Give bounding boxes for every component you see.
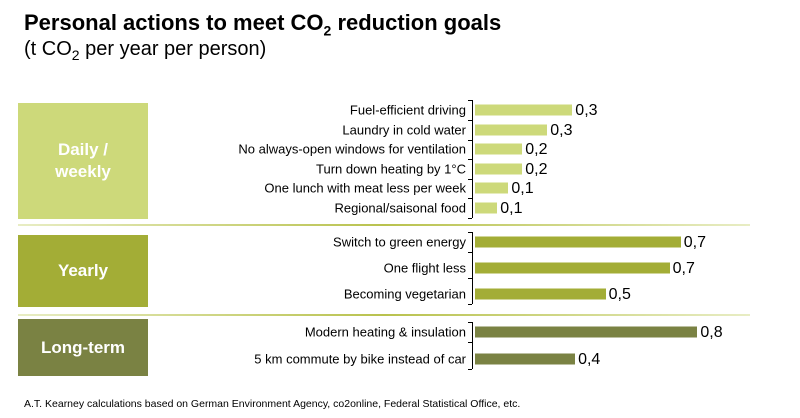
chart-subtitle: (t CO2 per year per person)	[24, 38, 267, 63]
axis-tick	[468, 100, 472, 101]
bar-label: Regional/saisonal food	[334, 200, 466, 215]
group-box: Daily / weekly	[18, 103, 148, 219]
data-label: 0,7	[672, 260, 695, 277]
bar	[475, 182, 509, 194]
bar-label: Switch to green energy	[333, 234, 466, 250]
bar	[475, 202, 498, 213]
bar	[475, 288, 606, 300]
bar	[475, 143, 523, 155]
bar	[475, 124, 548, 135]
axis-tick	[468, 232, 472, 233]
group-box: Long-term	[18, 319, 148, 376]
bar-label: Fuel-efficient driving	[349, 102, 466, 118]
axis-tick	[468, 198, 472, 199]
data-label: 0,1	[500, 199, 523, 217]
bar	[475, 163, 523, 174]
axis-line	[472, 322, 473, 369]
bar-label: One flight less	[383, 260, 466, 276]
bar-label: Laundry in cold water	[342, 122, 466, 137]
bar-label: 5 km commute by bike instead of car	[254, 351, 466, 367]
axis-tick	[468, 139, 472, 141]
axis-tick	[468, 322, 472, 323]
group-separator	[18, 314, 750, 316]
data-label: 0,1	[511, 180, 534, 197]
bar-label: No always-open windows for ventilation	[238, 141, 466, 157]
axis-line	[472, 100, 473, 218]
data-label: 0,8	[700, 324, 723, 341]
bar	[475, 353, 576, 365]
bar	[475, 236, 681, 248]
bar	[475, 326, 698, 338]
bar-label: One lunch with meat less per week	[264, 180, 466, 196]
data-label: 0,4	[578, 351, 601, 368]
data-label: 0,7	[683, 234, 706, 251]
axis-tick	[468, 252, 472, 253]
axis-tick	[468, 178, 472, 180]
bar	[475, 262, 670, 274]
data-label: 0,2	[525, 160, 548, 178]
data-label: 0,3	[575, 102, 598, 119]
axis-tick	[468, 159, 472, 160]
chart-title: Personal actions to meet CO2 reduction g…	[24, 10, 502, 39]
bar	[475, 104, 573, 116]
group-box: Yearly	[18, 235, 148, 307]
data-label: 0,5	[608, 286, 631, 303]
axis-tick	[468, 304, 472, 305]
axis-tick	[468, 217, 472, 219]
group-separator	[18, 224, 750, 226]
bar-label: Turn down heating by 1°C	[316, 161, 466, 176]
axis-tick	[468, 278, 472, 279]
bar-label: Modern heating & insulation	[304, 324, 466, 340]
axis-line	[472, 232, 473, 304]
axis-tick	[468, 342, 472, 343]
axis-tick	[468, 120, 472, 121]
bar-label: Becoming vegetarian	[343, 286, 466, 302]
axis-tick	[468, 369, 472, 370]
data-label: 0,3	[550, 121, 573, 139]
data-label: 0,2	[525, 141, 548, 158]
footnote: A.T. Kearney calculations based on Germa…	[24, 398, 521, 410]
